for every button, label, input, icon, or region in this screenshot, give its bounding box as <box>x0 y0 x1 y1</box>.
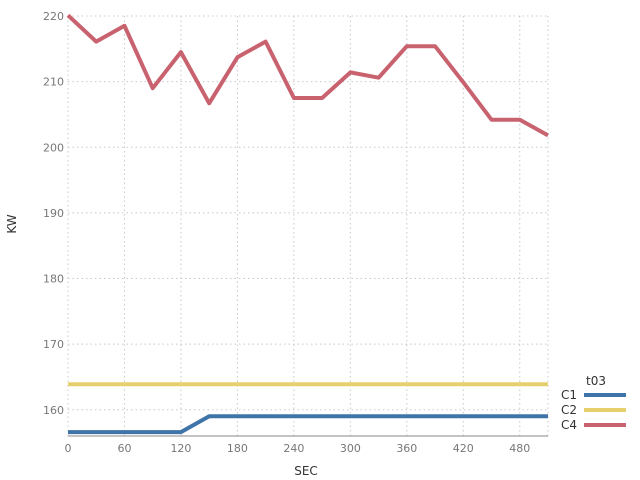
y-axis-label: KW <box>5 214 19 233</box>
series-line-c4 <box>66 13 549 138</box>
legend-label-c2: C2 <box>561 403 577 417</box>
x-tick-label: 120 <box>170 442 191 455</box>
x-tick-label: 420 <box>453 442 474 455</box>
y-tick-label: 200 <box>43 141 64 154</box>
x-tick-label: 180 <box>227 442 248 455</box>
axes: 0 60 120 180 240 300 360 420 480 160 170 180 190 200 2… <box>43 10 548 455</box>
x-tick-label: 60 <box>117 442 131 455</box>
y-tick-label: 190 <box>43 207 64 220</box>
series-lines <box>66 13 549 435</box>
x-tick-label: 480 <box>509 442 530 455</box>
x-axis-label: SEC <box>294 464 318 478</box>
x-tick-label: 240 <box>283 442 304 455</box>
legend-title: t03 <box>586 374 606 388</box>
series-line-c1 <box>68 414 548 435</box>
legend-label-c1: C1 <box>561 388 577 402</box>
x-tick-label: 0 <box>65 442 72 455</box>
y-tick-label: 220 <box>43 10 64 23</box>
grid <box>67 15 549 436</box>
y-tick-label: 210 <box>43 76 64 89</box>
legend-label-c4: C4 <box>561 418 577 432</box>
x-tick-label: 360 <box>396 442 417 455</box>
y-tick-label: 160 <box>43 404 64 417</box>
x-tick-label: 300 <box>340 442 361 455</box>
y-tick-label: 180 <box>43 273 64 286</box>
y-tick-label: 170 <box>43 338 64 351</box>
